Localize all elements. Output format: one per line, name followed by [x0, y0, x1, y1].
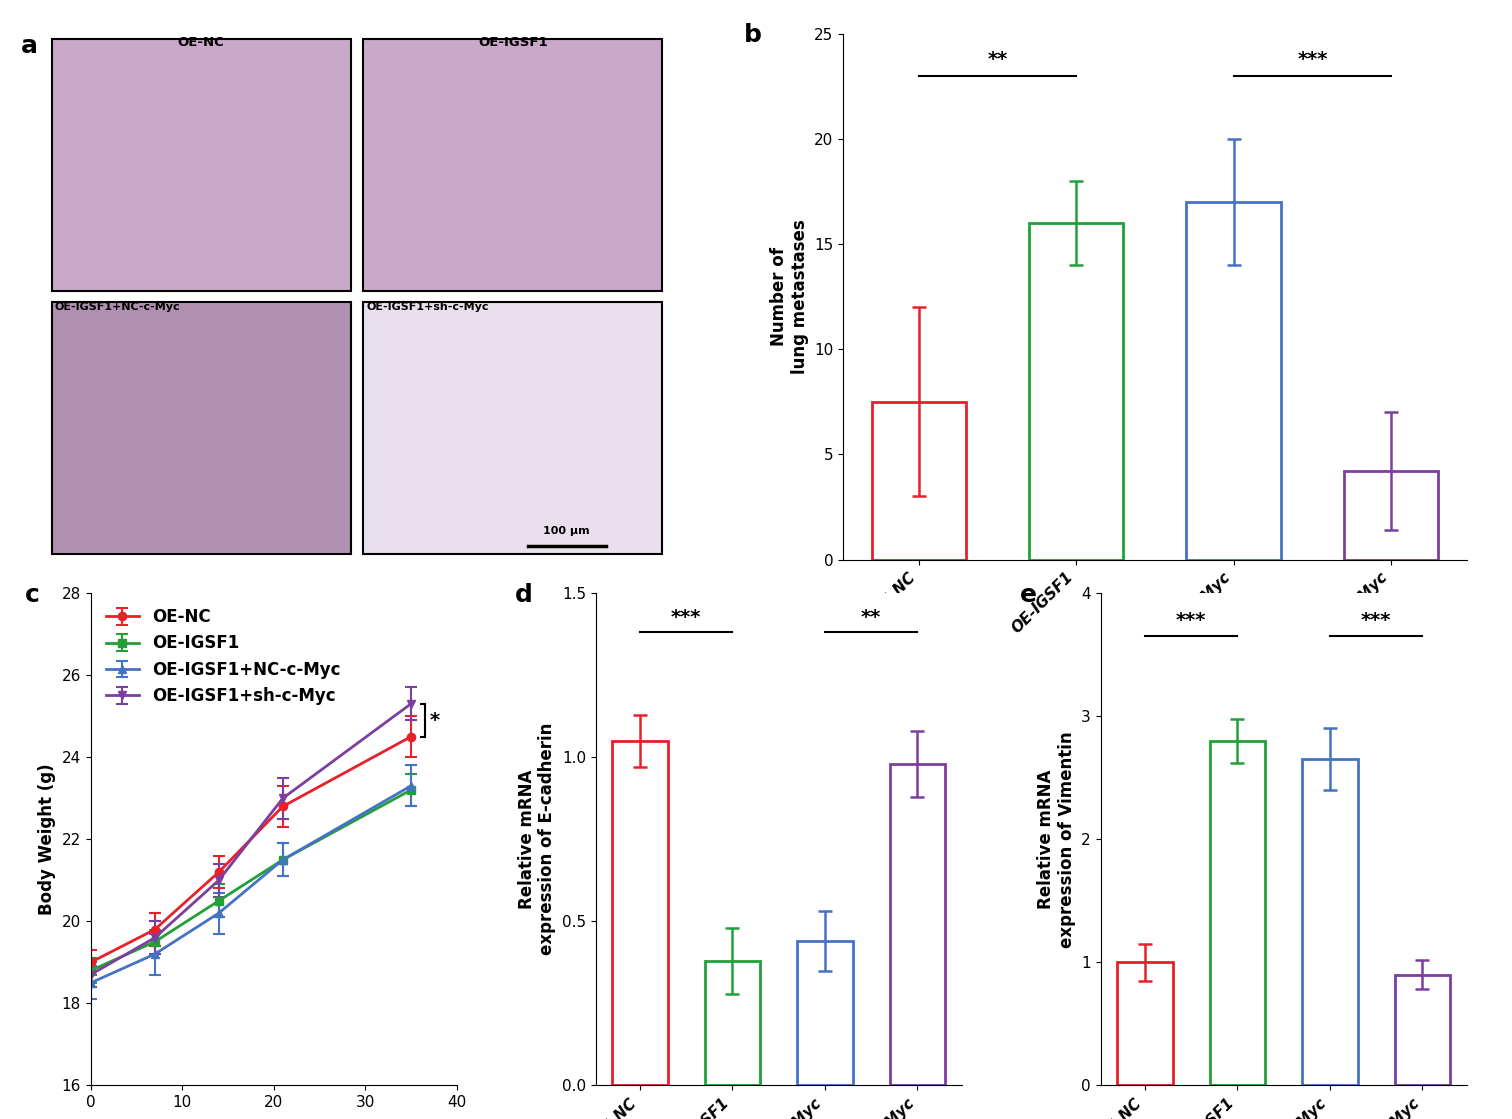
Y-axis label: Body Weight (g): Body Weight (g) [38, 763, 56, 915]
Bar [1210, 741, 1266, 1085]
Y-axis label: Relative mRNA
expression of Vimentin: Relative mRNA expression of Vimentin [1037, 731, 1075, 948]
Text: b: b [744, 23, 762, 47]
Bar [1302, 760, 1358, 1085]
Text: ***: *** [1297, 50, 1328, 69]
Text: d: d [516, 583, 534, 608]
Bar [612, 741, 668, 1085]
Bar [1030, 223, 1123, 560]
Bar [871, 402, 966, 560]
Legend: OE-NC, OE-IGSF1, OE-IGSF1+NC-c-Myc, OE-IGSF1+sh-c-Myc: OE-NC, OE-IGSF1, OE-IGSF1+NC-c-Myc, OE-I… [100, 601, 348, 712]
Bar [705, 961, 761, 1085]
Bar [1344, 471, 1438, 560]
Y-axis label: Number of
lung metastases: Number of lung metastases [770, 219, 809, 374]
Text: OE-NC: OE-NC [178, 36, 225, 49]
Bar [51, 39, 351, 291]
Bar [1394, 975, 1450, 1085]
Text: c: c [24, 583, 39, 608]
Text: **: ** [987, 50, 1007, 69]
Text: ***: *** [1361, 611, 1391, 630]
Bar [889, 764, 945, 1085]
Bar [797, 941, 853, 1085]
Text: OE-IGSF1+NC-c-Myc: OE-IGSF1+NC-c-Myc [54, 302, 180, 312]
Text: ***: *** [1176, 611, 1207, 630]
Bar [1187, 201, 1281, 560]
Text: *: * [429, 711, 440, 730]
Bar [363, 39, 662, 291]
Bar [363, 302, 662, 554]
Text: ***: *** [671, 608, 702, 627]
Text: 100 μm: 100 μm [543, 526, 590, 536]
Text: OE-IGSF1: OE-IGSF1 [478, 36, 547, 49]
Bar [1117, 962, 1173, 1085]
Y-axis label: Relative mRNA
expression of E-cadherin: Relative mRNA expression of E-cadherin [517, 723, 556, 956]
Text: e: e [1021, 583, 1037, 608]
Text: OE-IGSF1+sh-c-Myc: OE-IGSF1+sh-c-Myc [366, 302, 488, 312]
Bar [51, 302, 351, 554]
Text: **: ** [860, 608, 881, 627]
Text: a: a [21, 34, 38, 57]
